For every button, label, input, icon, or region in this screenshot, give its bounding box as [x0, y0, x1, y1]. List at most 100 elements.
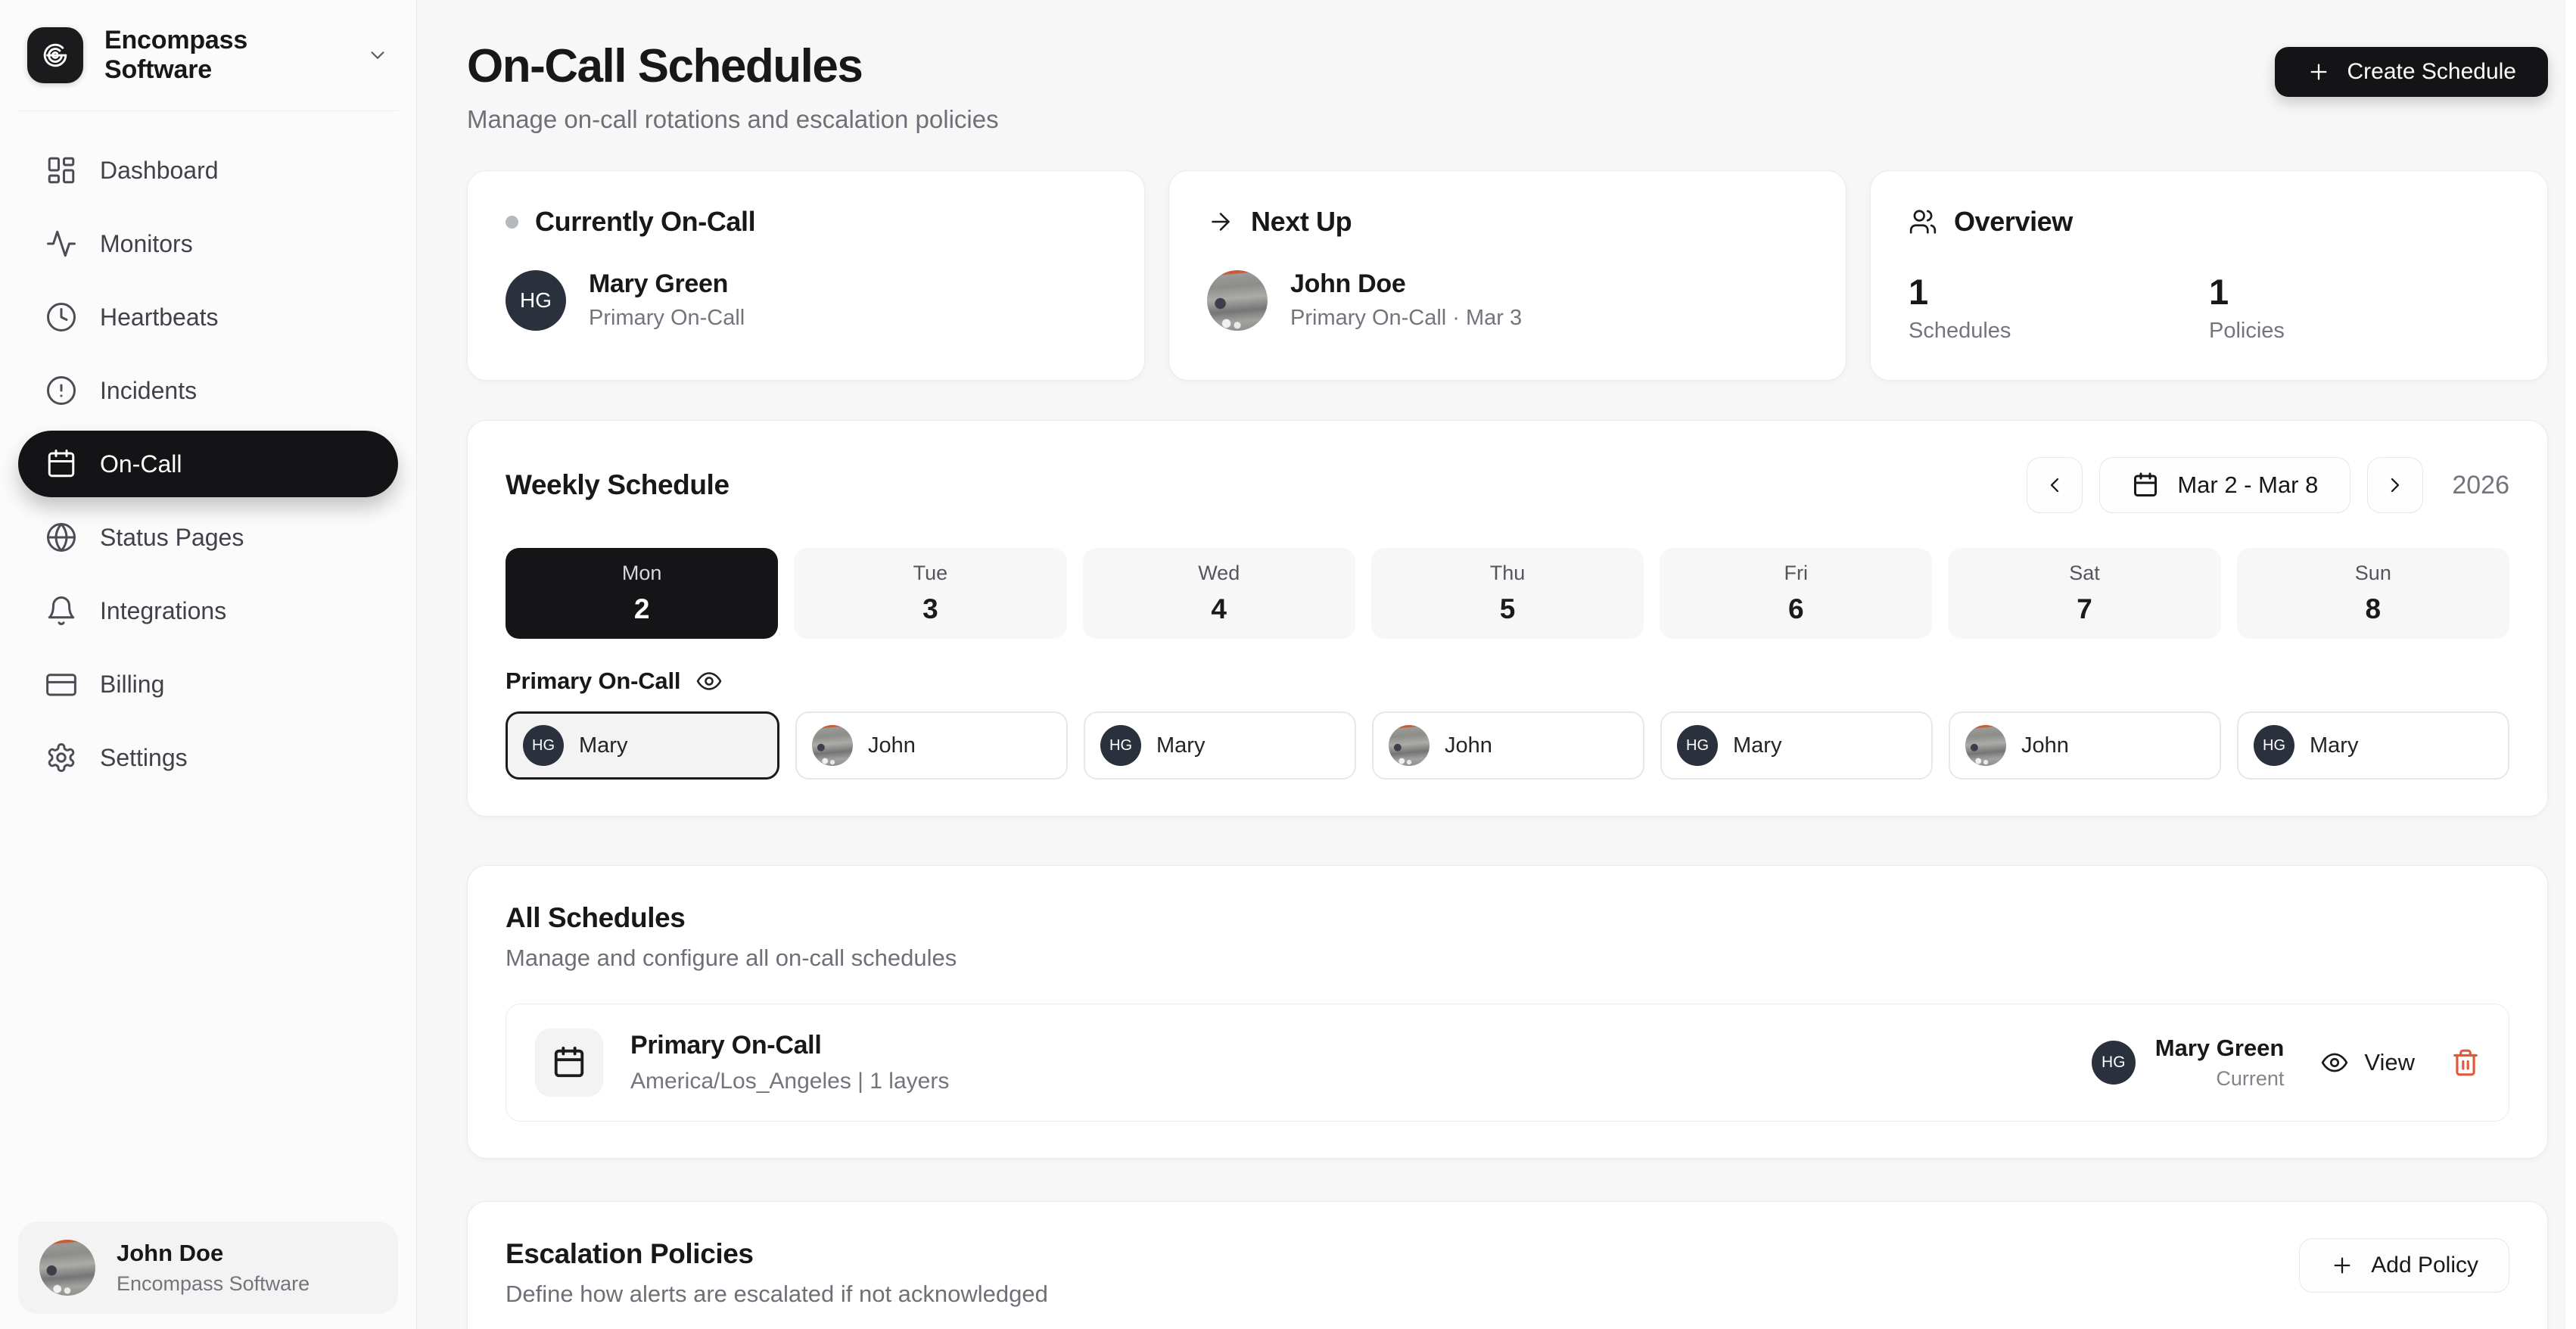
currently-on-call-card: Currently On-Call HG Mary Green Primary …: [467, 170, 1145, 381]
avatar: HG: [2091, 1041, 2136, 1085]
sidebar-item-monitors[interactable]: Monitors: [18, 210, 398, 277]
card-title: Next Up: [1251, 206, 1352, 237]
schedule-row: Primary On-Call America/Los_Angeles | 1 …: [506, 1004, 2509, 1122]
day-cell-sat[interactable]: Sat 7: [1948, 548, 2221, 639]
day-cell-fri[interactable]: Fri 6: [1660, 548, 1933, 639]
escalation-title: Escalation Policies: [506, 1238, 754, 1269]
assignment-chip-fri[interactable]: HG Mary: [1660, 711, 1933, 780]
avatar: HG: [1100, 725, 1141, 766]
sidebar-item-heartbeats[interactable]: Heartbeats: [18, 284, 398, 350]
delete-schedule-button[interactable]: [2451, 1048, 2480, 1077]
status-dot-icon: [506, 215, 518, 229]
view-schedule-button[interactable]: View: [2320, 1048, 2415, 1077]
activity-pulse-icon: [45, 228, 77, 260]
avatar: HG: [2254, 725, 2294, 766]
sidebar-item-label: Status Pages: [100, 523, 244, 551]
sidebar-item-integrations[interactable]: Integrations: [18, 577, 398, 644]
page-subtitle: Manage on-call rotations and escalation …: [467, 105, 999, 133]
avatar: HG: [506, 269, 566, 331]
chevron-down-icon: [366, 44, 389, 67]
sidebar-item-label: Heartbeats: [100, 303, 219, 331]
gear-icon: [45, 742, 77, 773]
stat-value: 1: [2209, 272, 2229, 312]
year-label: 2026: [2452, 470, 2509, 500]
card-title: Overview: [1954, 206, 2073, 237]
all-schedules-title: All Schedules: [506, 902, 686, 933]
users-icon: [1909, 207, 1937, 236]
schedule-assignee: HG Mary Green Current: [2091, 1035, 2285, 1091]
stat-policies: 1 Policies: [2209, 271, 2509, 344]
sidebar: Encompass Software Dashboard Monitors He…: [0, 0, 417, 1329]
stat-label: Policies: [2209, 319, 2285, 343]
encompass-logo-icon: [27, 27, 83, 83]
day-cell-tue[interactable]: Tue 3: [794, 548, 1067, 639]
weekly-schedule-title: Weekly Schedule: [506, 469, 730, 500]
sidebar-item-incidents[interactable]: Incidents: [18, 357, 398, 424]
stat-schedules: 1 Schedules: [1909, 271, 2209, 344]
plus-icon: [2307, 60, 2331, 84]
stat-value: 1: [1909, 272, 1929, 312]
week-range-label: Mar 2 - Mar 8: [2177, 472, 2319, 498]
assignment-chip-sat[interactable]: John: [1949, 711, 2221, 780]
workspace-name: Encompass Software: [104, 26, 248, 84]
assignment-chip-mon[interactable]: HG Mary: [506, 711, 779, 780]
plus-icon: [2330, 1253, 2354, 1278]
avatar: [812, 725, 853, 766]
layer-label: Primary On-Call: [506, 668, 681, 694]
previous-week-button[interactable]: [2027, 457, 2083, 513]
day-cell-sun[interactable]: Sun 8: [2236, 548, 2509, 639]
avatar: [1389, 725, 1430, 766]
person-name: Mary Green: [589, 269, 729, 298]
sidebar-item-billing[interactable]: Billing: [18, 651, 398, 717]
avatar: [1965, 725, 2006, 766]
create-schedule-button[interactable]: Create Schedule: [2274, 47, 2548, 97]
assignee-name: Mary Green: [2154, 1035, 2285, 1061]
assignment-chip-wed[interactable]: HG Mary: [1084, 711, 1356, 780]
next-up-card: Next Up John Doe Primary On-Call · Mar 3: [1168, 170, 1846, 381]
assignment-chip-sun[interactable]: HG Mary: [2237, 711, 2509, 780]
calendar-icon: [45, 448, 77, 480]
sidebar-item-label: On-Call: [100, 450, 182, 478]
assignment-chip-tue[interactable]: John: [795, 711, 1068, 780]
week-range-button[interactable]: Mar 2 - Mar 8: [2099, 457, 2351, 513]
eye-icon[interactable]: [695, 668, 723, 695]
sidebar-item-label: Settings: [100, 743, 188, 771]
sidebar-item-on-call[interactable]: On-Call: [18, 431, 398, 497]
dashboard-grid-icon: [45, 154, 77, 186]
sidebar-item-dashboard[interactable]: Dashboard: [18, 137, 398, 204]
day-cell-wed[interactable]: Wed 4: [1082, 548, 1355, 639]
sidebar-item-settings[interactable]: Settings: [18, 724, 398, 791]
schedule-name: Primary On-Call: [630, 1031, 822, 1060]
person-role: Primary On-Call: [589, 306, 745, 330]
trash-icon: [2451, 1048, 2480, 1077]
clock-icon: [45, 301, 77, 333]
sidebar-item-label: Integrations: [100, 596, 227, 624]
workspace-switcher[interactable]: Encompass Software: [18, 21, 398, 111]
avatar: HG: [523, 725, 564, 766]
user-profile[interactable]: John Doe Encompass Software: [18, 1222, 398, 1314]
next-week-button[interactable]: [2367, 457, 2424, 513]
sidebar-nav: Dashboard Monitors Heartbeats Incidents …: [18, 111, 398, 791]
all-schedules-subtitle: Manage and configure all on-call schedul…: [506, 945, 957, 971]
day-cell-mon[interactable]: Mon 2: [506, 548, 779, 639]
overview-card: Overview 1 Schedules 1 Policies: [1870, 170, 2548, 381]
user-name: John Doe: [117, 1240, 224, 1266]
summary-cards: Currently On-Call HG Mary Green Primary …: [467, 170, 2548, 381]
assignment-chip-thu[interactable]: John: [1372, 711, 1644, 780]
all-schedules-panel: All Schedules Manage and configure all o…: [467, 865, 2548, 1159]
calendar-icon: [2132, 472, 2159, 499]
credit-card-icon: [45, 668, 77, 700]
scrollbar[interactable]: [2565, 0, 2576, 1329]
arrow-right-icon: [1207, 208, 1234, 235]
day-cell-thu[interactable]: Thu 5: [1370, 548, 1644, 639]
add-policy-button[interactable]: Add Policy: [2299, 1238, 2509, 1293]
sidebar-item-label: Incidents: [100, 376, 198, 404]
layer-header: Primary On-Call: [506, 668, 2509, 695]
user-org: Encompass Software: [117, 1272, 310, 1295]
eye-icon: [2320, 1048, 2349, 1077]
sidebar-item-status-pages[interactable]: Status Pages: [18, 504, 398, 571]
main-content: On-Call Schedules Manage on-call rotatio…: [417, 0, 2576, 1329]
schedule-meta: America/Los_Angeles | 1 layers: [630, 1069, 950, 1094]
sidebar-item-label: Monitors: [100, 229, 193, 257]
sidebar-item-label: Billing: [100, 670, 165, 698]
